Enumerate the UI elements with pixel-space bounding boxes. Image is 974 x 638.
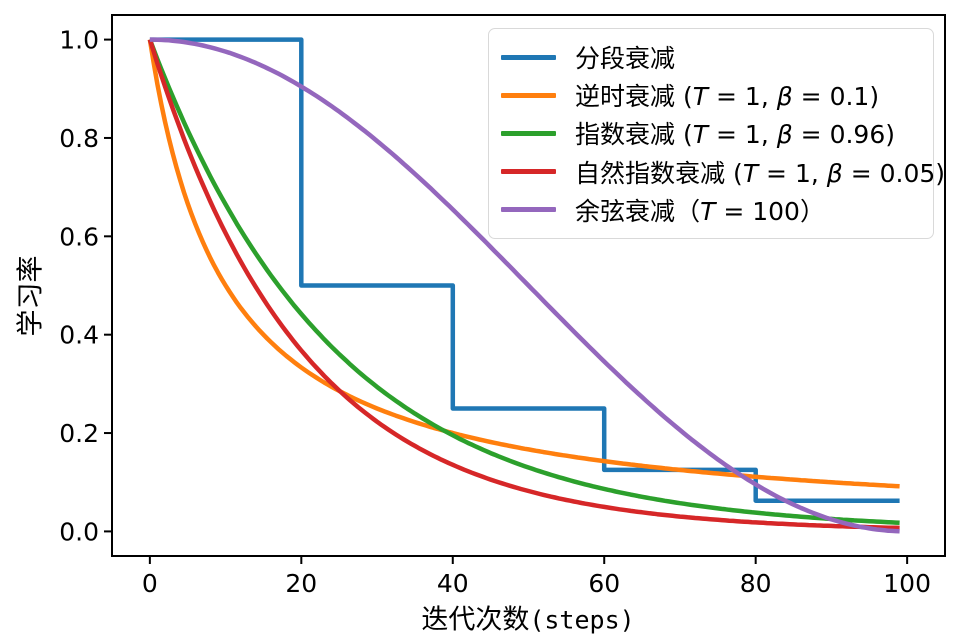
legend-item-piecewise-decay: 分段衰减 [501,39,921,75]
y-tick-label: 0.4 [59,321,99,350]
legend-line-piecewise-decay [501,54,556,60]
legend-item-natural-exp-decay: 自然指数衰减 (T = 1, β = 0.05) [501,154,945,190]
legend-item-cosine-decay: 余弦衰减（T = 100） [501,192,921,228]
legend-label-piecewise-decay: 分段衰减 [575,44,676,74]
legend-line-natural-exp-decay [501,169,556,175]
y-tick-label: 0.6 [59,222,99,251]
legend-label-cosine-decay: 余弦衰减（T = 100） [575,196,825,226]
legend-label-exponential-decay: 指数衰减 (T = 1, β = 0.96) [575,120,895,150]
y-axis-title: 学习率 [15,255,47,337]
x-axis-title: 迭代次数(steps) [421,598,634,637]
x-tick-label: 60 [588,569,620,598]
legend-label-inverse-time-decay: 逆时衰减 (T = 1, β = 0.1) [575,82,880,112]
legend-line-exponential-decay [501,130,556,136]
y-tick-label: 0.0 [59,517,99,546]
x-tick-label: 40 [437,569,469,598]
legend-line-inverse-time-decay [501,92,556,98]
x-tick-label: 0 [142,569,158,598]
series-line-exponential-decay [147,38,900,526]
plot-frame [111,14,946,557]
x-axis-title-text: 迭代次数 [421,604,530,636]
y-tick-label: 1.0 [59,26,99,55]
series-line-cosine-decay [149,37,900,534]
legend-item-inverse-time-decay: 逆时衰减 (T = 1, β = 0.1) [501,77,921,113]
series-line-natural-exp-decay [147,38,900,531]
y-tick-label: 0.8 [59,124,99,153]
x-axis-title-unit: (steps) [529,605,635,635]
x-tick-label: 100 [883,569,931,598]
legend-line-cosine-decay [501,207,556,213]
x-tick-label: 20 [285,569,317,598]
legend-item-exponential-decay: 指数衰减 (T = 1, β = 0.96) [501,115,921,151]
series-line-inverse-time-decay [147,39,900,489]
legend: 分段衰减逆时衰减 (T = 1, β = 0.1) 指数衰减 (T = 1, β … [488,28,945,239]
y-tick-label: 0.2 [59,419,99,448]
legend-label-natural-exp-decay: 自然指数衰减 (T = 1, β = 0.05) [575,158,946,188]
x-tick-label: 80 [740,569,772,598]
